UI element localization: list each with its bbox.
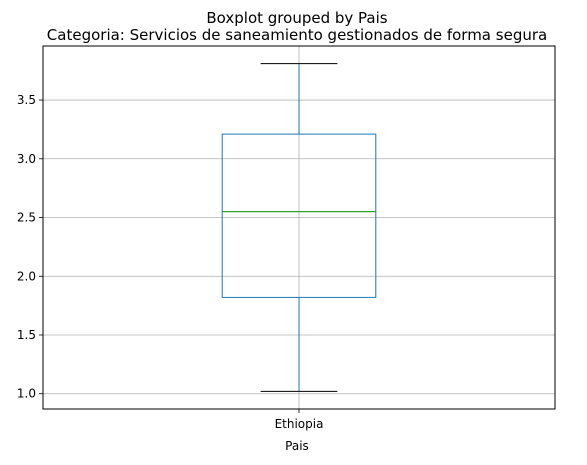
tick-layer: 1.0 1.5 2.0 2.5 3.0 3.5 Ethiopia xyxy=(17,93,324,431)
y-tick-label: 1.5 xyxy=(17,328,36,342)
chart-title: Categoria: Servicios de saneamiento gest… xyxy=(47,26,547,44)
y-tick-label: 3.5 xyxy=(17,93,36,107)
y-tick-label: 1.0 xyxy=(17,387,36,401)
box-layer xyxy=(221,63,377,392)
y-tick-label: 2.5 xyxy=(17,211,36,225)
iqr-box xyxy=(221,133,377,298)
x-axis-label: Pais xyxy=(285,439,309,453)
y-tick-label: 3.0 xyxy=(17,152,36,166)
x-tick-label: Ethiopia xyxy=(275,417,324,431)
y-tick-label: 2.0 xyxy=(17,269,36,283)
chart-suptitle: Boxplot grouped by Pais xyxy=(206,9,387,27)
